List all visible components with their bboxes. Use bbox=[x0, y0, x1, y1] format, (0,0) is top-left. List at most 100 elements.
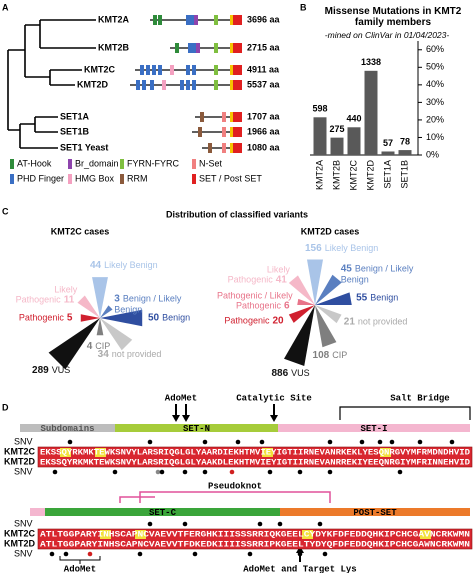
rose-wedge bbox=[306, 259, 324, 305]
post-set bbox=[230, 143, 233, 153]
rose-category: Likely Pathogenic bbox=[15, 284, 78, 305]
rose-category: Pathogenic bbox=[18, 312, 64, 323]
domain bbox=[170, 65, 174, 75]
rose-category: Benign / Likely Benign bbox=[114, 293, 182, 315]
rose-wedge bbox=[288, 305, 315, 323]
rose-category: Likely Pathogenic bbox=[227, 264, 290, 285]
snv-dot bbox=[277, 521, 283, 527]
rose-wedge bbox=[288, 275, 315, 305]
domain bbox=[214, 15, 218, 25]
protein-name: SET1A bbox=[60, 111, 90, 121]
highlight bbox=[135, 530, 146, 539]
highlight bbox=[262, 448, 273, 457]
domain bbox=[190, 15, 194, 25]
rose-label: Likely Pathogenic 41 bbox=[210, 265, 290, 286]
panel-label: C bbox=[2, 206, 9, 216]
phylogenetic-tree bbox=[7, 19, 96, 149]
protein-name: KMT2B bbox=[98, 42, 129, 52]
domain bbox=[222, 143, 226, 153]
legend-label: PHD Finger bbox=[17, 173, 64, 183]
post-set bbox=[230, 127, 233, 137]
domain bbox=[233, 65, 242, 75]
highlight bbox=[302, 530, 313, 539]
rose-category: Likely Benign bbox=[104, 260, 158, 271]
domain bbox=[140, 65, 144, 75]
domain bbox=[188, 43, 192, 53]
rose-label: 289 VUS bbox=[32, 365, 73, 376]
protein-name: KMT2C bbox=[84, 64, 115, 74]
rose-count: 50 bbox=[147, 312, 160, 324]
arrow-heads bbox=[172, 415, 304, 553]
rose-label: 156 Likely Benign bbox=[305, 243, 381, 254]
bar bbox=[313, 117, 327, 155]
legend-label: Br_domain bbox=[75, 158, 119, 168]
domain-label: SET-C bbox=[149, 508, 177, 518]
x-tick-label: KMT2D bbox=[365, 160, 375, 191]
rose-category: VUS bbox=[51, 365, 71, 376]
rose-category: not provided bbox=[357, 316, 408, 327]
rose-count: 11 bbox=[63, 294, 75, 306]
snv-dot bbox=[49, 551, 55, 557]
legend-swatch bbox=[192, 174, 196, 184]
legend-swatch bbox=[10, 174, 14, 184]
domain bbox=[153, 15, 157, 25]
domain-label: SET-I bbox=[360, 424, 387, 434]
legend-swatch bbox=[120, 174, 124, 184]
post-set bbox=[230, 112, 233, 122]
snv-dot bbox=[397, 469, 403, 475]
legend-label: AT-Hook bbox=[17, 158, 52, 168]
snv-dot bbox=[67, 439, 73, 445]
rose-label: Likely Pathogenic 11 bbox=[0, 284, 78, 306]
snv-label: SNV bbox=[14, 518, 33, 528]
snv-dot bbox=[417, 439, 423, 445]
annotation: AdoMet and Target Lys bbox=[243, 564, 356, 573]
x-tick-label: SET1A bbox=[382, 160, 392, 189]
rose-count: 886 bbox=[271, 367, 289, 379]
bar-count: 598 bbox=[312, 104, 327, 114]
highlight bbox=[60, 448, 71, 457]
rose-category: Likely Benign bbox=[324, 242, 379, 253]
domain bbox=[162, 80, 166, 90]
protein-length: 2715 aa bbox=[247, 42, 281, 52]
panel-label: B bbox=[300, 2, 307, 12]
highlight bbox=[100, 530, 111, 539]
snv-dot bbox=[297, 469, 303, 475]
domain bbox=[192, 80, 196, 90]
protein-name: KMT2D bbox=[77, 79, 108, 89]
rose-label: 4 CIP bbox=[87, 341, 114, 352]
domain bbox=[214, 43, 218, 53]
rose-wedge bbox=[284, 305, 315, 367]
rose-wedge bbox=[48, 318, 100, 370]
rose-count: 20 bbox=[272, 315, 284, 327]
sequence: EKSSQYRKMKTEWKSNVYLARSRIQGLGLYAAKDLEKHTM… bbox=[40, 457, 470, 467]
legend-swatch bbox=[68, 159, 72, 169]
snv-dot bbox=[229, 469, 235, 475]
rose-count: 21 bbox=[343, 316, 355, 328]
domain bbox=[222, 112, 226, 122]
snv-label: SNV bbox=[14, 548, 33, 558]
annotation: AdoMet bbox=[165, 393, 197, 403]
domain bbox=[233, 127, 242, 137]
chart-subtitle: -mined on ClinVar in 01/04/2023- bbox=[324, 30, 450, 40]
rose-count: 4 bbox=[86, 340, 93, 352]
domain bbox=[233, 80, 242, 90]
annotation: Catalytic Site bbox=[236, 393, 312, 403]
domain bbox=[146, 65, 150, 75]
domain-label: POST-SET bbox=[353, 508, 397, 518]
rose-category: Benign bbox=[162, 312, 191, 323]
rose-wedge bbox=[100, 318, 133, 351]
bar-count: 57 bbox=[383, 138, 393, 148]
panel-label: D bbox=[2, 402, 9, 412]
rose-category: CIP bbox=[95, 340, 111, 351]
rose-label: Pathogenic 20 bbox=[224, 316, 286, 327]
domain bbox=[192, 65, 196, 75]
highlight bbox=[380, 448, 391, 457]
rose-count: 41 bbox=[275, 274, 287, 286]
legend-label: FYRN-FYRC bbox=[127, 158, 179, 168]
legend-label: N-Set bbox=[199, 158, 223, 168]
post-set bbox=[230, 15, 233, 25]
snv-dot bbox=[155, 469, 161, 475]
rose-count: 6 bbox=[284, 300, 290, 312]
rose-category: Pathogenic / Likely Pathogenic bbox=[217, 290, 293, 311]
domain bbox=[200, 112, 204, 122]
